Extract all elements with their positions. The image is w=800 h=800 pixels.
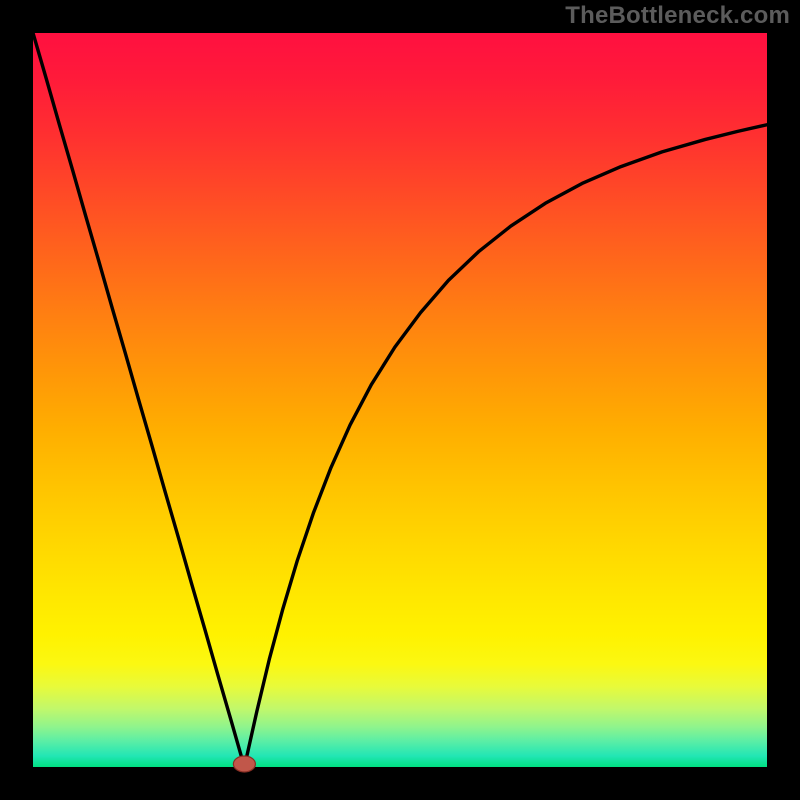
curve-layer [33,33,767,767]
vertex-marker [233,756,255,772]
chart-wrapper: TheBottleneck.com [0,0,800,800]
bottleneck-curve [33,33,767,767]
plot-area [33,33,767,767]
watermark-text: TheBottleneck.com [565,2,790,30]
